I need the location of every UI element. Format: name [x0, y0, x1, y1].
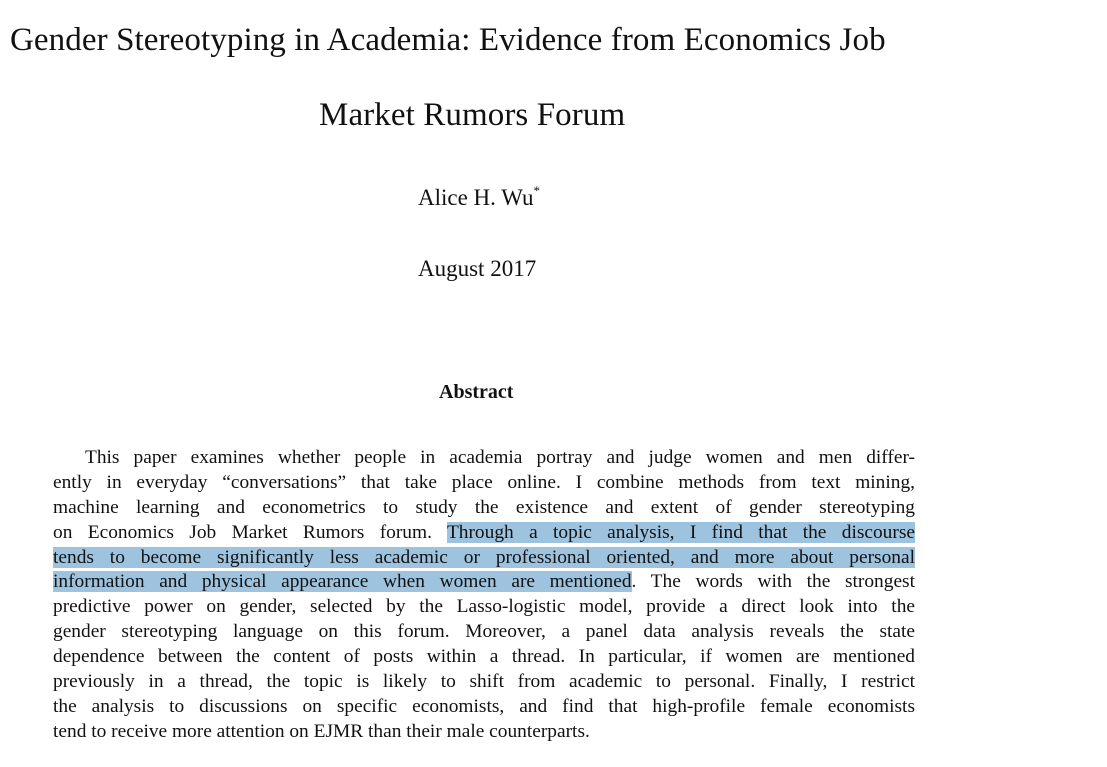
author-footnote-mark: * — [533, 183, 541, 198]
abstract-line: the analysis to discussions on specific … — [53, 695, 915, 720]
highlighted-text: tends to become significantly less acade… — [53, 546, 915, 568]
abstract-line: ently in everyday “conversations” that t… — [53, 471, 915, 496]
abstract-line: on Economics Job Market Rumors forum. Th… — [53, 521, 915, 546]
abstract-text: on Economics Job Market Rumors forum. — [53, 521, 447, 543]
publication-date: August 2017 — [418, 256, 537, 281]
abstract-text: the analysis to discussions on specific … — [53, 695, 915, 717]
abstract-line: tends to become significantly less acade… — [53, 546, 915, 571]
abstract-line: previously in a thread, the topic is lik… — [53, 670, 915, 695]
abstract-text: gender stereotyping language on this for… — [53, 621, 915, 643]
highlighted-text: information and physical appearance when… — [53, 571, 632, 593]
abstract-text: dependence between the content of posts … — [53, 646, 915, 668]
abstract-text: predictive power on gender, selected by … — [53, 596, 915, 618]
paper-title-line-1: Gender Stereotyping in Academia: Evidenc… — [10, 22, 886, 58]
abstract-line: information and physical appearance when… — [53, 570, 915, 595]
abstract-text: ently in everyday “conversations” that t… — [53, 471, 915, 493]
abstract-line: tend to receive more attention on EJMR t… — [53, 720, 915, 745]
highlighted-text: Through a topic analysis, I find that th… — [446, 521, 915, 543]
abstract-text: machine learning and econometrics to stu… — [53, 496, 915, 518]
abstract-line: This paper examines whether people in ac… — [53, 446, 915, 471]
author-name: Alice H. Wu* — [418, 183, 541, 210]
author-name-text: Alice H. Wu — [418, 185, 534, 210]
abstract-line: machine learning and econometrics to stu… — [53, 496, 915, 521]
abstract-line: predictive power on gender, selected by … — [53, 595, 915, 620]
abstract-heading: Abstract — [439, 381, 514, 403]
abstract-line: gender stereotyping language on this for… — [53, 620, 915, 645]
abstract-text: This paper examines whether people in ac… — [85, 447, 915, 468]
abstract-text: tend to receive more attention on EJMR t… — [53, 720, 590, 742]
abstract-text: . The words with the strongest — [631, 571, 915, 593]
abstract-line: dependence between the content of posts … — [53, 645, 915, 670]
abstract-text: previously in a thread, the topic is lik… — [53, 671, 915, 693]
paper-title-line-2: Market Rumors Forum — [319, 97, 626, 133]
abstract-body: This paper examines whether people in ac… — [53, 446, 915, 745]
